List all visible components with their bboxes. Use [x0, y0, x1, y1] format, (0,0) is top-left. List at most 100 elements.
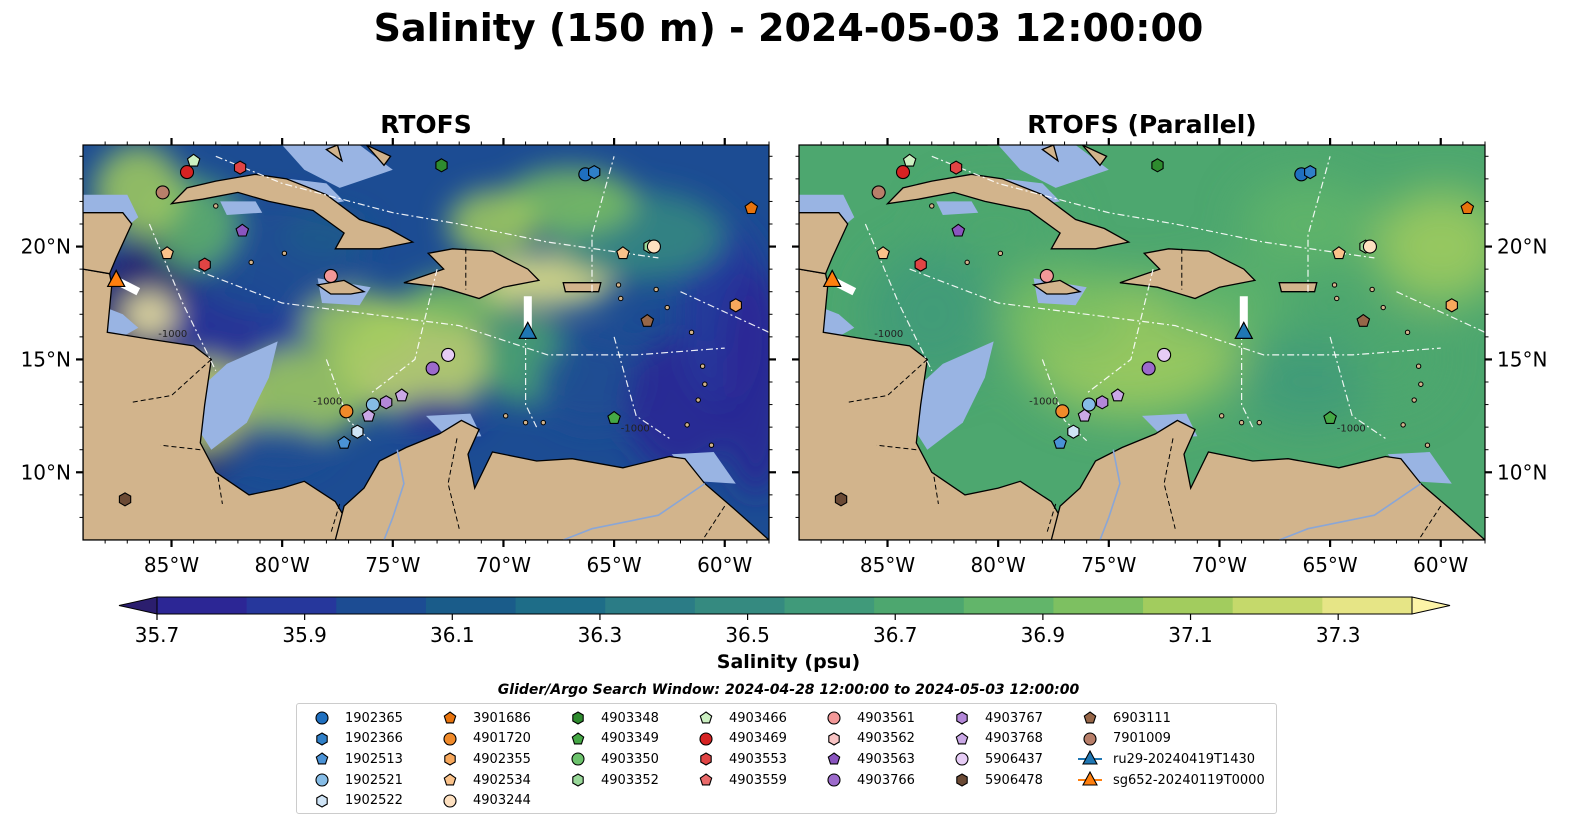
float-4903767 [379, 395, 393, 410]
lat-tick-label: 20°N [21, 235, 71, 259]
float-4903563 [951, 223, 966, 237]
float-6903111 [1356, 313, 1371, 327]
legend-label: 4903466 [729, 710, 787, 726]
shelf-area [998, 145, 1109, 188]
island [1411, 397, 1417, 403]
lat-tick-label: 10°N [21, 460, 71, 484]
isobath-label: -1000 [1337, 424, 1366, 435]
float-4902534 [616, 246, 630, 260]
float-4902355 [729, 298, 742, 313]
lon-tick-label: 60°W [697, 553, 752, 577]
land-jamaica [1031, 279, 1082, 295]
salinity-patch [1241, 178, 1375, 270]
salinity-patch [536, 336, 648, 428]
float-4903561 [323, 268, 338, 283]
legend-label: 1902365 [345, 710, 403, 726]
float-4903348 [1151, 158, 1164, 173]
legend-column: 3901686 4901720 4902355 4902534 4903244 [437, 708, 531, 811]
lon-tick-label: 85°W [144, 553, 199, 577]
legend-label: 4902355 [473, 751, 531, 767]
float-1902513 [337, 435, 351, 449]
colorbar-bin [157, 597, 248, 614]
land-southAmerica [1050, 419, 1485, 540]
float-4903768 [1077, 408, 1092, 422]
legend-item: 4903352 [565, 770, 659, 791]
float-3901686 [1460, 201, 1475, 215]
salinity-patch [998, 269, 1131, 360]
float-4903767 [1095, 395, 1109, 410]
float-7901009 [155, 185, 170, 200]
map-panel-rtofs: -1000 -1000 -1000 85°W 80°W 75°W 70°W 65°W 60°W 2… [21, 138, 776, 577]
island [1238, 419, 1245, 426]
legend-label: 3901686 [473, 710, 531, 726]
eez-boundary [864, 223, 933, 371]
land-hispaniola [1119, 248, 1257, 300]
legend-item: 1902365 [309, 708, 403, 729]
legend: 1902365 1902366 1902513 1902521 1902522 39016… [296, 703, 1277, 814]
land-cuba [169, 173, 415, 250]
island [540, 419, 546, 426]
shelf-area [936, 201, 979, 215]
legend-marker-icon [315, 773, 329, 787]
legend-label: 4903767 [985, 710, 1043, 726]
island [1369, 286, 1375, 293]
lon-tick-label: 70°W [1192, 553, 1247, 577]
land-hispaniola [403, 248, 541, 300]
legend-marker-icon [571, 752, 585, 767]
island [248, 259, 254, 266]
colorbar-extend-high [1411, 596, 1451, 615]
float-5906437 [1157, 347, 1172, 362]
legend-marker-icon [956, 711, 968, 725]
salinity-patch [122, 291, 176, 337]
map-frame [798, 144, 1486, 541]
land-yucatan [83, 212, 133, 275]
legend-column: 4903348 4903349 4903350 4903352 [565, 708, 659, 790]
legend-label: 7901009 [1113, 731, 1171, 747]
river [1278, 482, 1422, 540]
legend-item: 7901009 [1077, 729, 1265, 750]
legend-item: 4902534 [437, 770, 531, 791]
lon-tick-label: 65°W [586, 553, 641, 577]
float-4903563 [235, 223, 250, 237]
lon-tick-label: 60°W [1413, 553, 1468, 577]
legend-marker-icon [572, 773, 584, 787]
panel-title-rtofs-parallel: RTOFS (Parallel) [1027, 110, 1257, 139]
shelf-area [671, 452, 736, 484]
legend-label: 1902366 [345, 731, 403, 747]
land-puertoRico [562, 282, 602, 293]
eez-boundary [193, 268, 725, 356]
float-4903561 [1039, 268, 1054, 283]
map-frame [82, 144, 770, 541]
eez-boundary [1307, 156, 1331, 292]
float-5906478 [118, 492, 132, 507]
legend-marker-icon [827, 711, 841, 725]
legend-label: 4903469 [729, 731, 787, 747]
lon-tick-label: 80°W [971, 553, 1026, 577]
colorbar-tick-label: 35.7 [135, 623, 180, 647]
isobath-label: -1000 [621, 424, 650, 435]
land-jamaica [315, 279, 366, 295]
island [708, 442, 715, 448]
island [1218, 413, 1225, 419]
shelf-area [1387, 452, 1452, 484]
legend-item: 5906478 [949, 770, 1043, 791]
colorbar-bin [1322, 597, 1413, 614]
lon-tick-label: 70°W [476, 553, 531, 577]
float-4903348 [435, 158, 448, 173]
land-florida [937, 145, 988, 146]
lon-tick-label: 85°W [860, 553, 915, 577]
float-4903553 [949, 160, 963, 175]
colorbar-tick-label: 36.9 [1021, 623, 1066, 647]
float-4902534 [1332, 246, 1346, 260]
island [281, 250, 288, 257]
colorbar-bin [963, 597, 1054, 614]
eez-boundary [1086, 268, 1154, 394]
lat-tick-label: 15°N [21, 347, 71, 371]
island [502, 413, 509, 419]
float-1902513 [1053, 435, 1067, 449]
legend-marker-icon [444, 752, 456, 767]
lat-tick-label: 10°N [1497, 460, 1547, 484]
legend-marker-icon [443, 732, 457, 746]
colorbar-bin [1053, 597, 1144, 614]
